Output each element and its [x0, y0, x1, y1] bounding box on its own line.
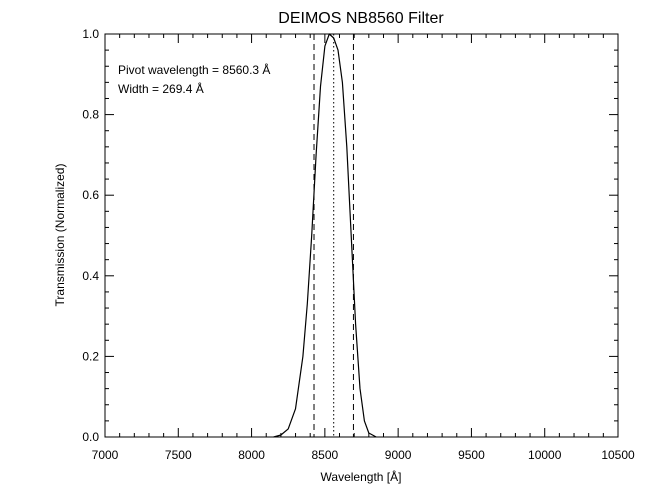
y-tick-label: 0.4: [82, 269, 99, 283]
x-tick-label: 10000: [528, 448, 562, 462]
x-axis-label: Wavelength [Å]: [321, 469, 402, 484]
x-tick-label: 9000: [385, 448, 412, 462]
transmission-curve: [273, 33, 377, 438]
y-tick-label: 0.6: [82, 188, 99, 202]
x-axis: 7000 7500 8000 8500 9000 9500 10000 10500: [92, 34, 635, 462]
x-tick-label: 9500: [458, 448, 485, 462]
reference-lines: [313, 34, 354, 437]
y-tick-label: 1.0: [82, 27, 99, 41]
x-tick-label: 8500: [312, 448, 339, 462]
y-axis-label: Transmission (Normalized): [53, 164, 67, 307]
annotation-width: Width = 269.4 Å: [118, 81, 204, 96]
x-tick-label: 10500: [601, 448, 635, 462]
annotation-pivot-wavelength: Pivot wavelength = 8560.3 Å: [118, 62, 270, 77]
series-group: [273, 33, 377, 438]
y-tick-label: 0.0: [82, 430, 99, 444]
chart-title: DEIMOS NB8560 Filter: [278, 10, 444, 27]
x-tick-label: 7000: [92, 448, 119, 462]
y-tick-label: 0.2: [82, 349, 99, 363]
y-axis: 0.0 0.2 0.4 0.6 0.8 1.0: [82, 27, 618, 444]
x-tick-label: 7500: [165, 448, 192, 462]
y-tick-label: 0.8: [82, 108, 99, 122]
plot-frame: [104, 33, 619, 438]
x-tick-label: 8000: [238, 448, 265, 462]
